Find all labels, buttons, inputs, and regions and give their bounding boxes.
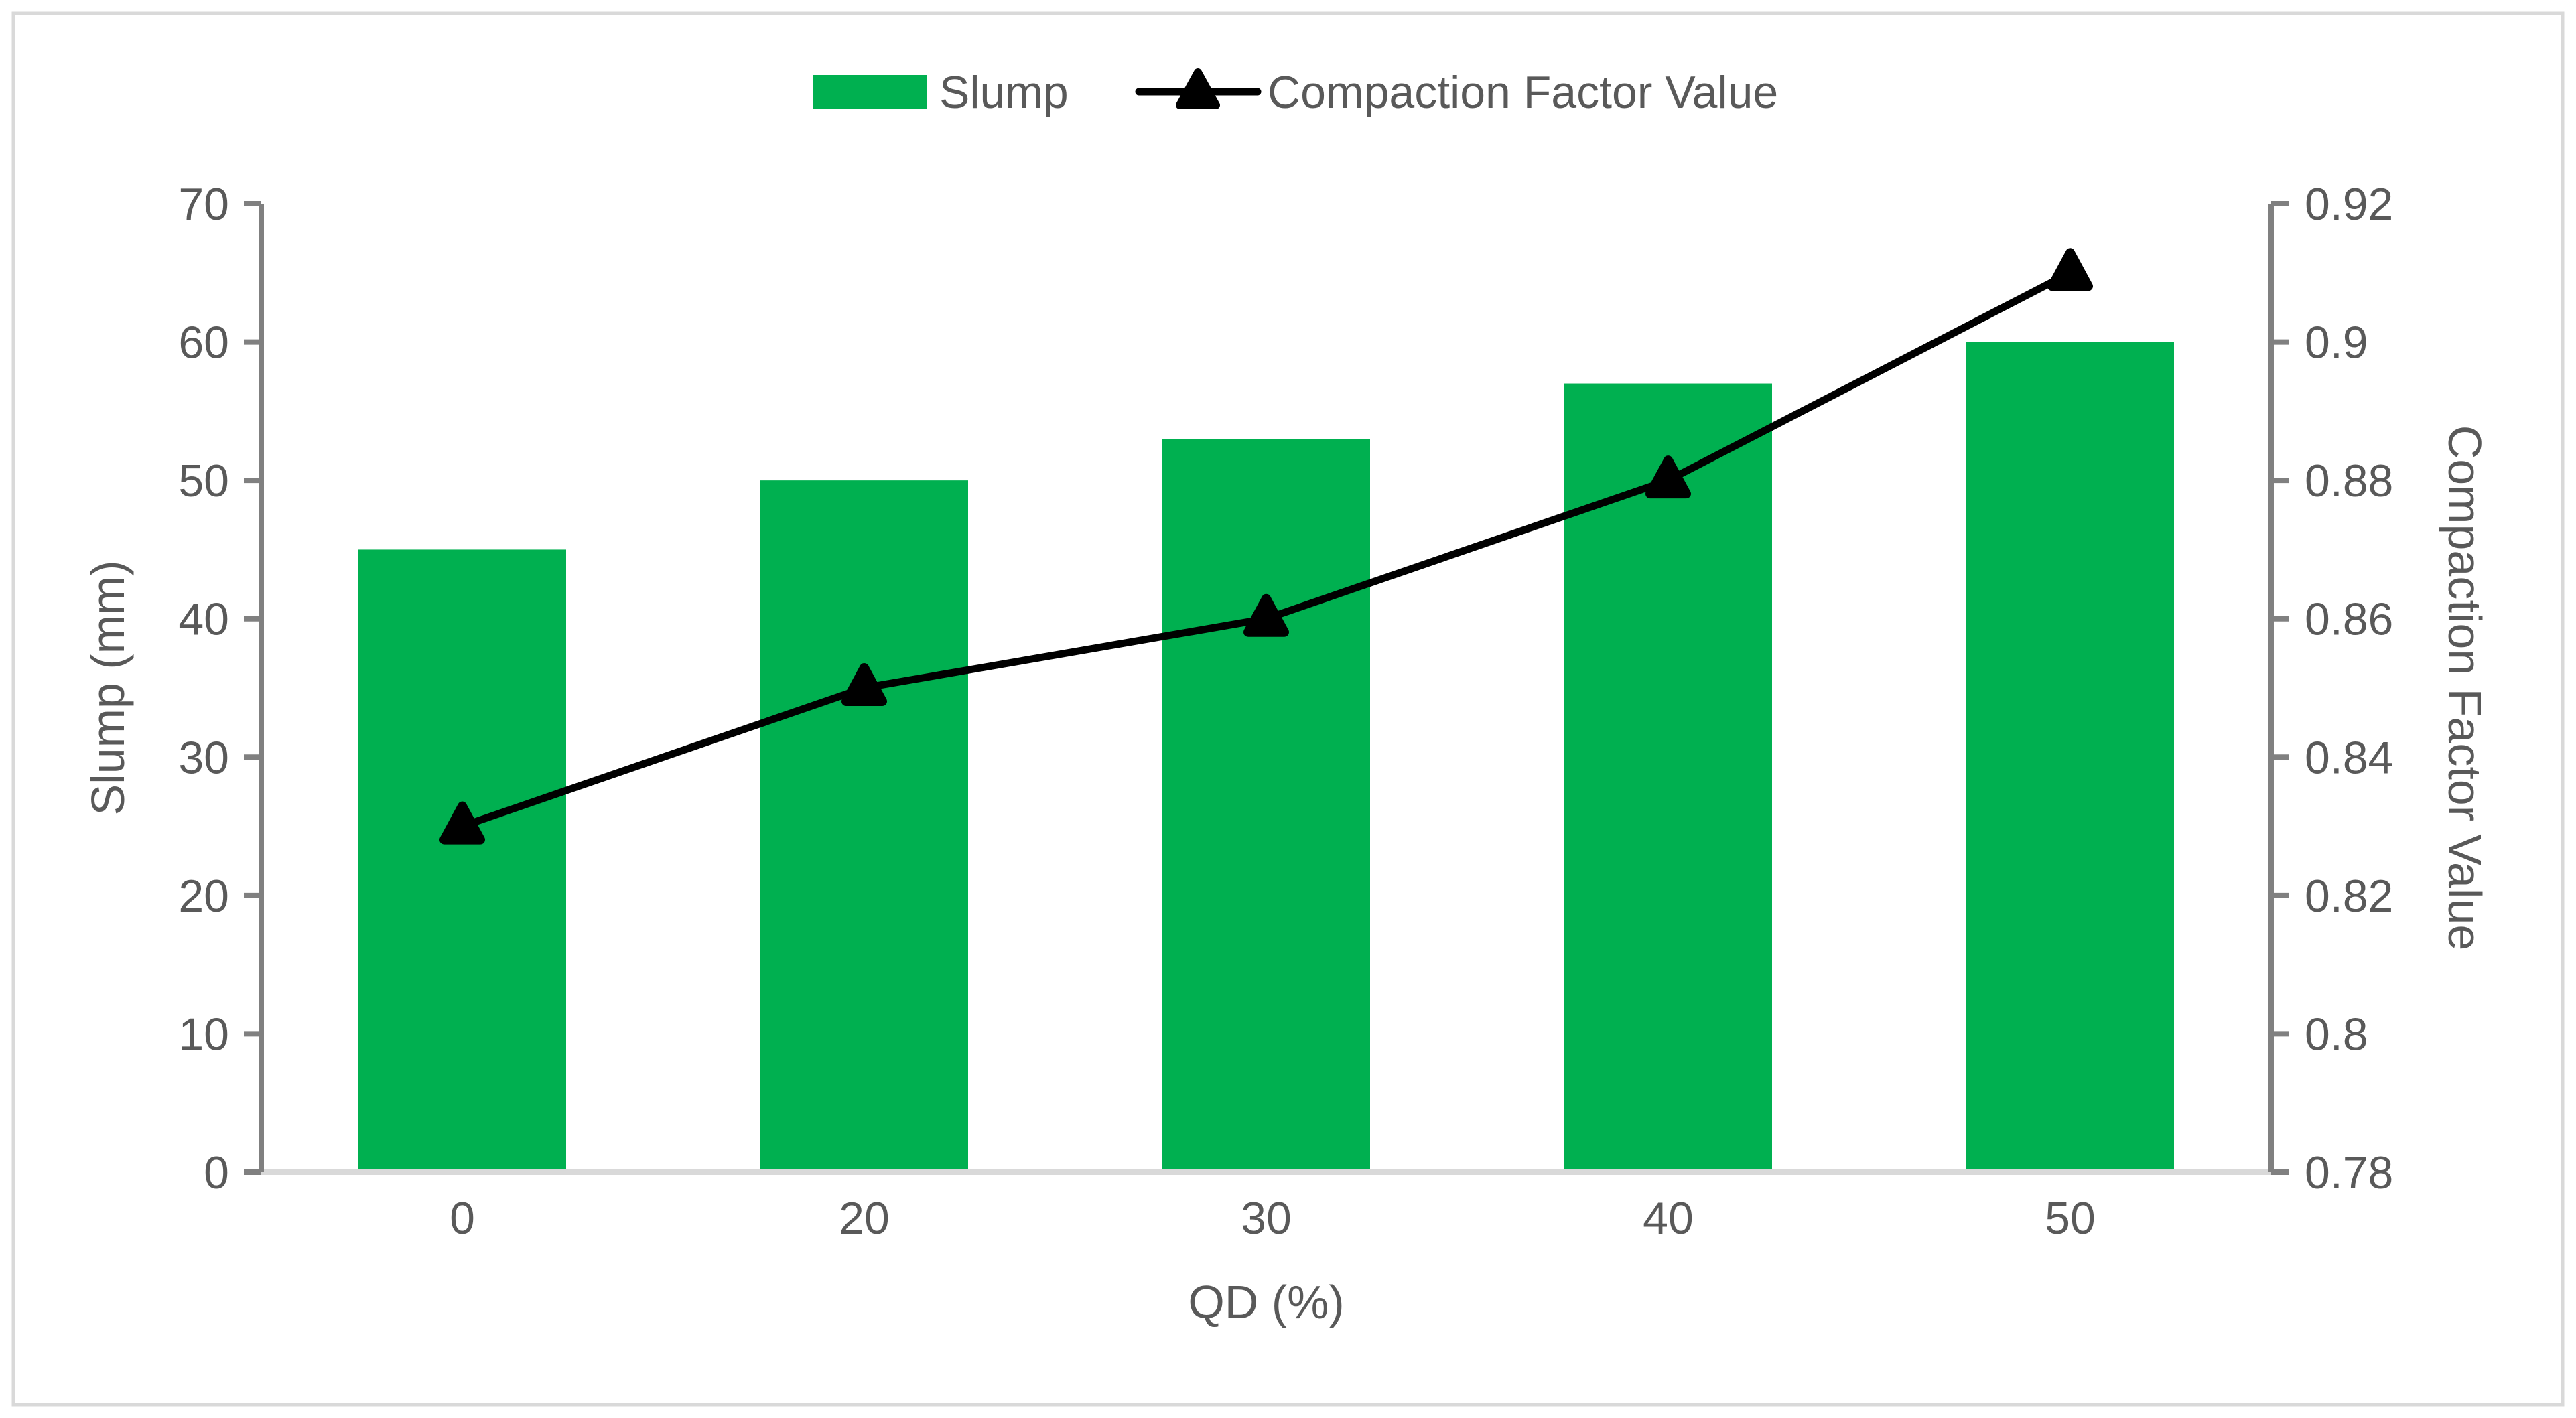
bar-slump-qd-40	[1564, 383, 1772, 1172]
left-axis-tick-label: 40	[178, 594, 229, 645]
right-axis-tick-label: 0.82	[2305, 871, 2393, 922]
right-y-axis-title: Compaction Factor Value	[2439, 425, 2491, 951]
axes	[244, 201, 2289, 1175]
x-axis-tick-label: 30	[1241, 1193, 1292, 1244]
left-axis-tick-label: 20	[178, 871, 229, 922]
legend: Slump Compaction Factor Value	[813, 67, 1778, 118]
left-y-axis-title: Slump (mm)	[82, 560, 134, 815]
legend-triangle-marker-icon	[1176, 68, 1220, 109]
x-axis-tick-label: 50	[2045, 1193, 2096, 1244]
triangle-marker-qd-40	[1645, 455, 1691, 499]
x-axis-tick-label: 20	[839, 1193, 890, 1244]
tick-labels: 0 10 20 30 40 50 60 70 0.78 0.8 0.82 0.84 0.86 0.88 0.…	[178, 179, 2393, 1244]
line-series-compaction-factor	[439, 248, 2093, 845]
bar-slump-qd-30	[1162, 439, 1370, 1173]
bar-slump-qd-20	[760, 480, 968, 1173]
left-axis-tick-label: 30	[178, 732, 229, 783]
bar-series-slump	[358, 342, 2174, 1173]
triangle-marker-qd-0	[439, 801, 485, 845]
bar-slump-qd-50	[1966, 342, 2174, 1173]
left-axis-tick-label: 10	[178, 1009, 229, 1060]
left-axis-tick-label: 70	[178, 179, 229, 230]
legend-swatch-slump	[813, 75, 927, 109]
legend-label-slump: Slump	[939, 67, 1069, 118]
left-axis-tick-label: 60	[178, 317, 229, 368]
right-axis-tick-label: 0.92	[2305, 179, 2393, 230]
triangle-marker-qd-50	[2047, 248, 2093, 291]
right-axis-tick-label: 0.86	[2305, 594, 2393, 645]
right-axis-tick-label: 0.88	[2305, 455, 2393, 506]
left-axis-tick-label: 50	[178, 455, 229, 506]
right-axis-tick-label: 0.9	[2305, 317, 2368, 368]
right-axis-tick-label: 0.78	[2305, 1147, 2393, 1198]
x-axis-tick-label: 40	[1643, 1193, 1694, 1244]
x-axis-tick-label: 0	[450, 1193, 475, 1244]
legend-label-compaction-factor-value: Compaction Factor Value	[1268, 67, 1778, 118]
right-axis-tick-label: 0.84	[2305, 732, 2393, 783]
x-axis-title: QD (%)	[1188, 1276, 1344, 1328]
triangle-marker-qd-30	[1243, 593, 1289, 637]
triangle-marker-qd-20	[841, 663, 887, 706]
left-axis-tick-label: 0	[204, 1147, 229, 1198]
bar-slump-qd-0	[358, 549, 566, 1172]
right-axis-tick-label: 0.8	[2305, 1009, 2368, 1060]
